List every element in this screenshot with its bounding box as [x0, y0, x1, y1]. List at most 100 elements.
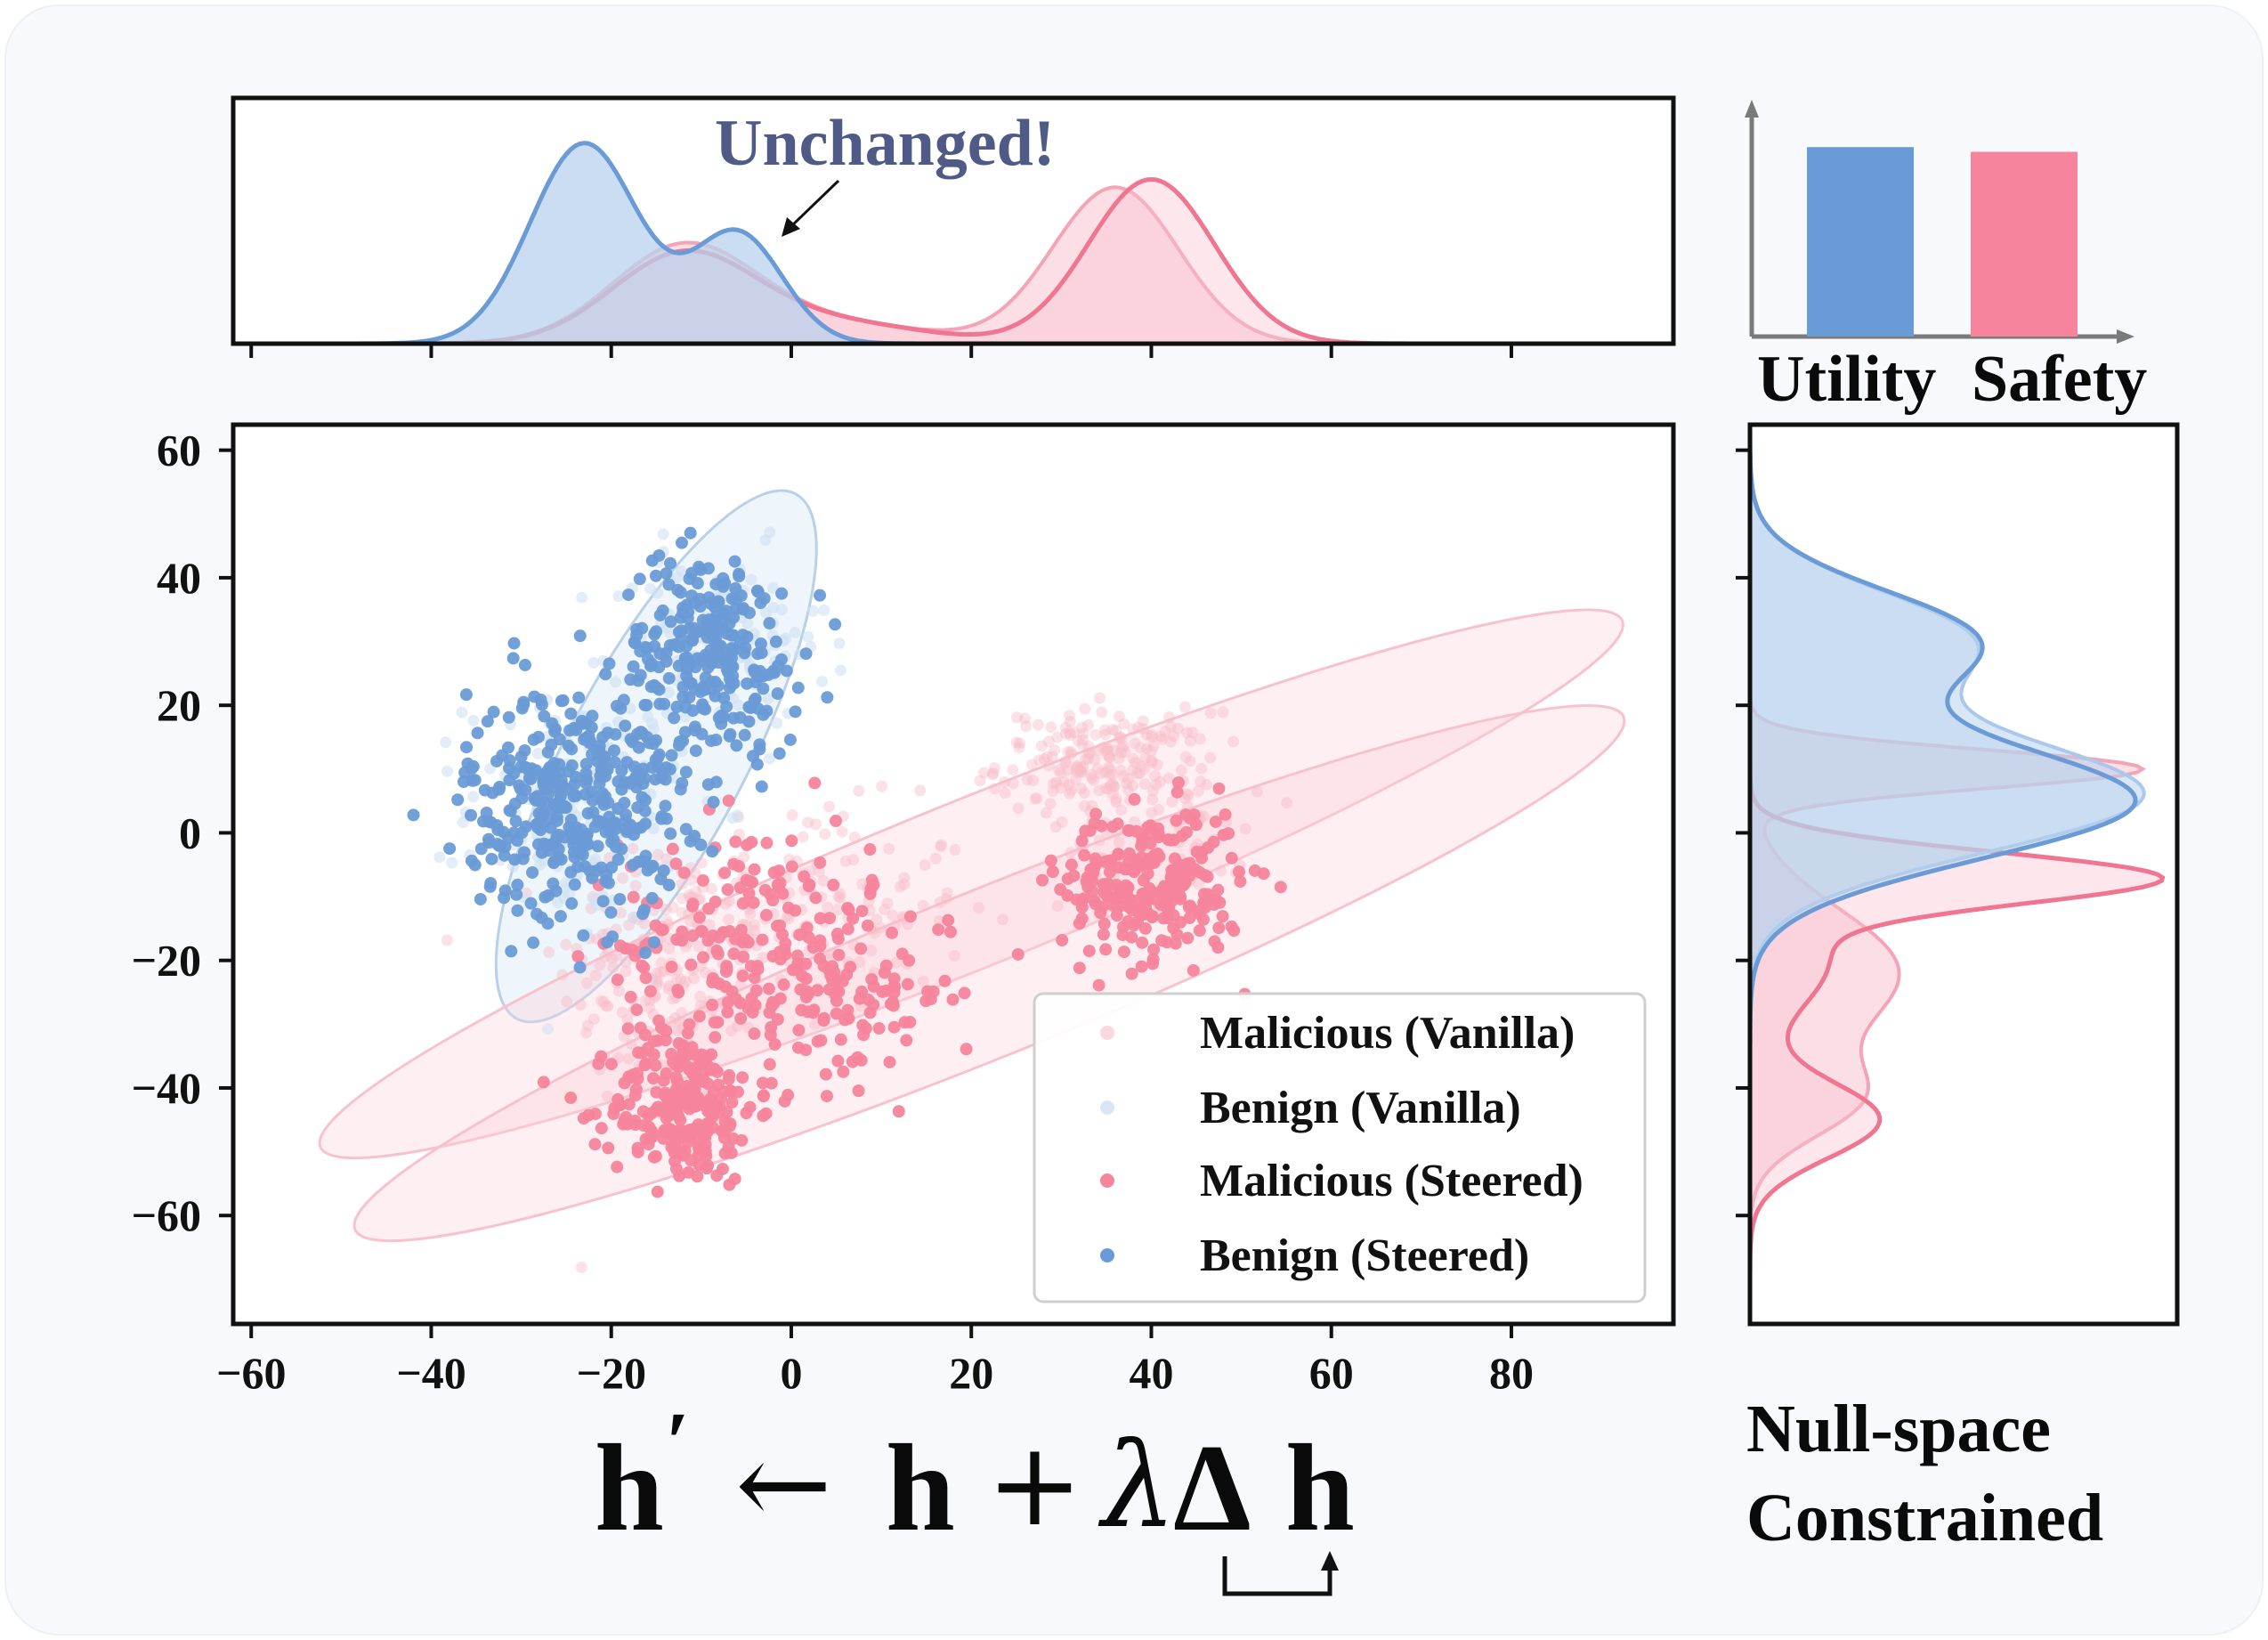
scatter-point [567, 790, 580, 803]
scatter-point [934, 896, 946, 908]
scatter-point [1073, 917, 1086, 930]
main-plot-frame [231, 422, 1676, 1327]
scatter-point [679, 701, 693, 714]
scatter-point [883, 842, 895, 855]
scatter-point [568, 878, 581, 891]
scatter-point [1131, 767, 1144, 780]
scatter-point [634, 726, 647, 739]
scatter-point [802, 630, 814, 643]
scatter-point [1089, 852, 1102, 865]
scatter-point [872, 1022, 886, 1035]
legend-marker-malicious-steered [1100, 1173, 1114, 1188]
scatter-point [665, 1047, 678, 1060]
scatter-point [1040, 807, 1052, 819]
scatter-point [644, 582, 656, 595]
scatter-point [734, 1011, 748, 1025]
scatter-point [1146, 745, 1158, 758]
scatter-point [865, 945, 878, 957]
scatter-point [677, 866, 691, 880]
scatter-point [674, 586, 687, 599]
scatter-point [664, 556, 677, 570]
scatter-point [595, 995, 608, 1007]
scatter-point [763, 1006, 776, 1019]
scatter-point [711, 947, 725, 961]
scatter-point [707, 795, 720, 808]
scatter-point [704, 1063, 717, 1076]
scatter-point [1106, 723, 1119, 735]
scatter-point [1197, 810, 1210, 823]
scatter-point [1099, 766, 1112, 778]
scatter-point [727, 711, 741, 725]
scatter-point [467, 714, 480, 727]
scatter-point [839, 855, 852, 867]
scatter-point [1110, 909, 1123, 922]
legend-box [1033, 992, 1647, 1303]
scatter-point [668, 1058, 682, 1071]
scatter-point [809, 891, 822, 905]
scatter-point [1097, 878, 1110, 891]
scatter-point [676, 601, 690, 614]
scatter-point [822, 901, 834, 913]
scatter-point [1103, 751, 1115, 763]
x-tick-label: 80 [1489, 1348, 1534, 1398]
scatter-point [1029, 792, 1041, 805]
scatter-point [540, 783, 554, 796]
scatter-point [1075, 766, 1088, 778]
scatter-point [443, 842, 457, 856]
scatter-point [669, 857, 683, 871]
scatter-point [639, 995, 652, 1007]
scatter-point [620, 965, 632, 978]
scatter-point [1065, 847, 1077, 859]
scatter-point [914, 784, 927, 797]
scatter-point [484, 877, 498, 890]
scatter-point [793, 928, 806, 941]
scatter-point [1153, 804, 1165, 816]
scatter-point [652, 1014, 666, 1027]
scatter-point [1122, 784, 1135, 797]
scatter-point [675, 536, 688, 549]
scatter-point [1204, 751, 1217, 764]
scatter-point [1065, 858, 1078, 872]
scatter-point [748, 971, 761, 985]
scatter-point [709, 734, 723, 747]
scatter-point [564, 1092, 578, 1105]
scatter-point [501, 741, 514, 754]
scatter-point [474, 842, 488, 856]
scatter-point [624, 673, 637, 686]
scatter-point [612, 853, 625, 866]
scatter-point [1049, 776, 1062, 789]
scatter-point [1146, 729, 1158, 742]
scatter-point [1063, 778, 1075, 791]
scatter-point [553, 758, 566, 771]
legend-label-malicious-vanilla: Malicious (Vanilla) [1200, 1008, 1575, 1059]
scatter-point [1027, 775, 1040, 787]
scatter-point [1088, 774, 1100, 786]
scatter-point [535, 911, 548, 924]
scatter-point [1227, 735, 1240, 748]
scatter-point [576, 848, 589, 862]
scatter-point [709, 775, 723, 789]
scatter-point [609, 727, 622, 741]
scatter-point [638, 1059, 652, 1072]
scatter-point [608, 756, 621, 769]
scatter-point [1082, 945, 1096, 958]
scatter-point [888, 980, 902, 994]
scatter-point [1216, 910, 1229, 923]
scatter-point [689, 744, 702, 758]
scatter-point [881, 897, 894, 910]
scatter-point [639, 971, 652, 985]
scatter-point [655, 957, 668, 970]
formula-lambda: λ [1098, 1417, 1177, 1555]
scatter-point [1162, 772, 1175, 784]
scatter-point [935, 839, 947, 851]
scatter-point [817, 1014, 830, 1027]
scatter-point [725, 645, 739, 658]
scatter-point [709, 895, 722, 908]
scatter-point [579, 767, 593, 780]
scatter-point [1106, 768, 1119, 781]
scatter-point [1146, 953, 1160, 966]
scatter-point [723, 895, 735, 907]
scatter-point [878, 966, 891, 979]
scatter-point [887, 1020, 901, 1034]
scatter-point [997, 913, 1009, 926]
